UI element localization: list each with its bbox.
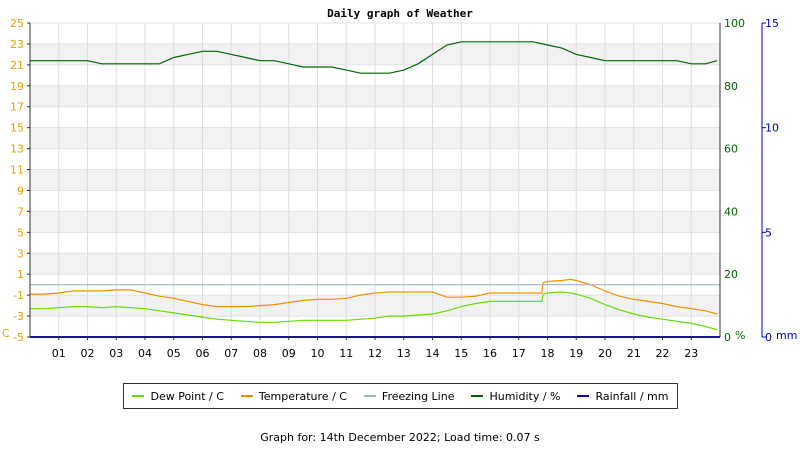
- left-tick-label: 23: [10, 38, 24, 51]
- left-tick-label: 3: [17, 247, 24, 260]
- left-tick-label: 13: [10, 143, 24, 156]
- x-tick-label: 11: [339, 347, 353, 360]
- rain-tick-label: 0: [765, 331, 772, 344]
- series-line-temperature-c: [30, 278, 718, 315]
- left-tick-label: 21: [10, 59, 24, 72]
- x-tick-label: 16: [483, 347, 497, 360]
- rain-tick-label: 10: [765, 122, 779, 135]
- rain-axis-ticks: 15 10 5 0: [762, 17, 779, 344]
- left-tick-label: 11: [10, 164, 24, 177]
- left-tick-label: 15: [10, 122, 24, 135]
- left-tick-label: -3: [13, 310, 24, 323]
- x-tick-label: 14: [426, 347, 440, 360]
- legend-label: Freezing Line: [381, 389, 455, 403]
- humidity-axis-unit: %: [735, 329, 745, 342]
- humidity-tick-label: 80: [724, 80, 738, 93]
- rain-tick-label: 5: [765, 226, 772, 239]
- chart-legend: Dew Point / C Temperature / C Freezing Lin…: [123, 383, 678, 409]
- left-tick-label: 1: [17, 268, 24, 281]
- x-tick-label: 12: [368, 347, 382, 360]
- left-tick-label: -1: [13, 289, 24, 302]
- x-tick-label: 20: [598, 347, 612, 360]
- series-line-humidity: [30, 41, 718, 74]
- legend-item: Humidity / %: [471, 390, 560, 403]
- x-tick-label: 13: [397, 347, 411, 360]
- legend-label: Rainfall / mm: [595, 389, 669, 403]
- left-tick-label: -5: [13, 331, 24, 344]
- left-tick-label: 7: [17, 205, 24, 218]
- legend-item: Freezing Line: [363, 389, 455, 403]
- x-tick-label: 06: [196, 347, 210, 360]
- x-tick-label: 05: [167, 347, 181, 360]
- x-tick-label: 10: [311, 347, 325, 360]
- x-tick-label: 02: [81, 347, 95, 360]
- legend-swatch: [240, 395, 253, 397]
- left-tick-label: 9: [17, 184, 24, 197]
- x-tick-label: 07: [224, 347, 238, 360]
- x-tick-label: 04: [138, 347, 152, 360]
- legend-label: Temperature / C: [258, 389, 347, 403]
- legend-swatch: [132, 395, 145, 397]
- left-axis-ticks: 25 23 21 19 17 15 13 11 9 7 5 3 1 -1 -3 -5: [10, 17, 30, 344]
- humidity-tick-label: 40: [724, 205, 738, 218]
- humidity-tick-label: 60: [724, 143, 738, 156]
- rain-tick-label: 15: [765, 17, 779, 30]
- humidity-tick-label: 0: [724, 331, 731, 344]
- left-tick-label: 19: [10, 80, 24, 93]
- x-tick-label: 03: [109, 347, 123, 360]
- rain-axis-unit: mm: [776, 329, 797, 342]
- legend-swatch: [577, 395, 590, 397]
- legend-item: Temperature / C: [240, 389, 347, 403]
- left-tick-label: 5: [17, 226, 24, 239]
- left-tick-label: 17: [10, 101, 24, 114]
- legend-label: Dew Point / C: [150, 389, 224, 403]
- x-tick-label: 18: [541, 347, 555, 360]
- left-tick-label: 25: [10, 17, 24, 30]
- legend-label: Humidity / %: [489, 389, 561, 403]
- legend-item: Rainfall / mm: [577, 390, 668, 403]
- x-tick-label: 22: [656, 347, 670, 360]
- legend-swatch: [471, 395, 484, 397]
- humidity-axis-ticks: 100 80 60 40 20 0: [724, 17, 745, 344]
- x-tick-label: 17: [512, 347, 526, 360]
- x-tick-label: 15: [454, 347, 468, 360]
- plot-grid: [30, 22, 720, 338]
- x-tick-label: 01: [52, 347, 66, 360]
- x-axis-ticks: 01 02 03 04 05 06 07 08 09 10 11 12 13 14 15 16 17 18 19 20…: [52, 337, 698, 360]
- graph-footer: Graph for: 14th December 2022; Load time…: [260, 431, 540, 444]
- chart-title: Daily graph of Weather: [327, 7, 473, 20]
- x-tick-label: 23: [684, 347, 698, 360]
- x-tick-label: 08: [253, 347, 267, 360]
- legend-item: Dew Point / C: [132, 389, 224, 403]
- x-tick-label: 19: [569, 347, 583, 360]
- legend-swatch: [363, 395, 376, 397]
- humidity-tick-label: 100: [724, 17, 745, 30]
- series-line-dew-point-c: [30, 291, 718, 331]
- x-tick-label: 21: [627, 347, 641, 360]
- humidity-tick-label: 20: [724, 268, 738, 281]
- x-tick-label: 09: [282, 347, 296, 360]
- left-axis-unit: C: [2, 327, 10, 340]
